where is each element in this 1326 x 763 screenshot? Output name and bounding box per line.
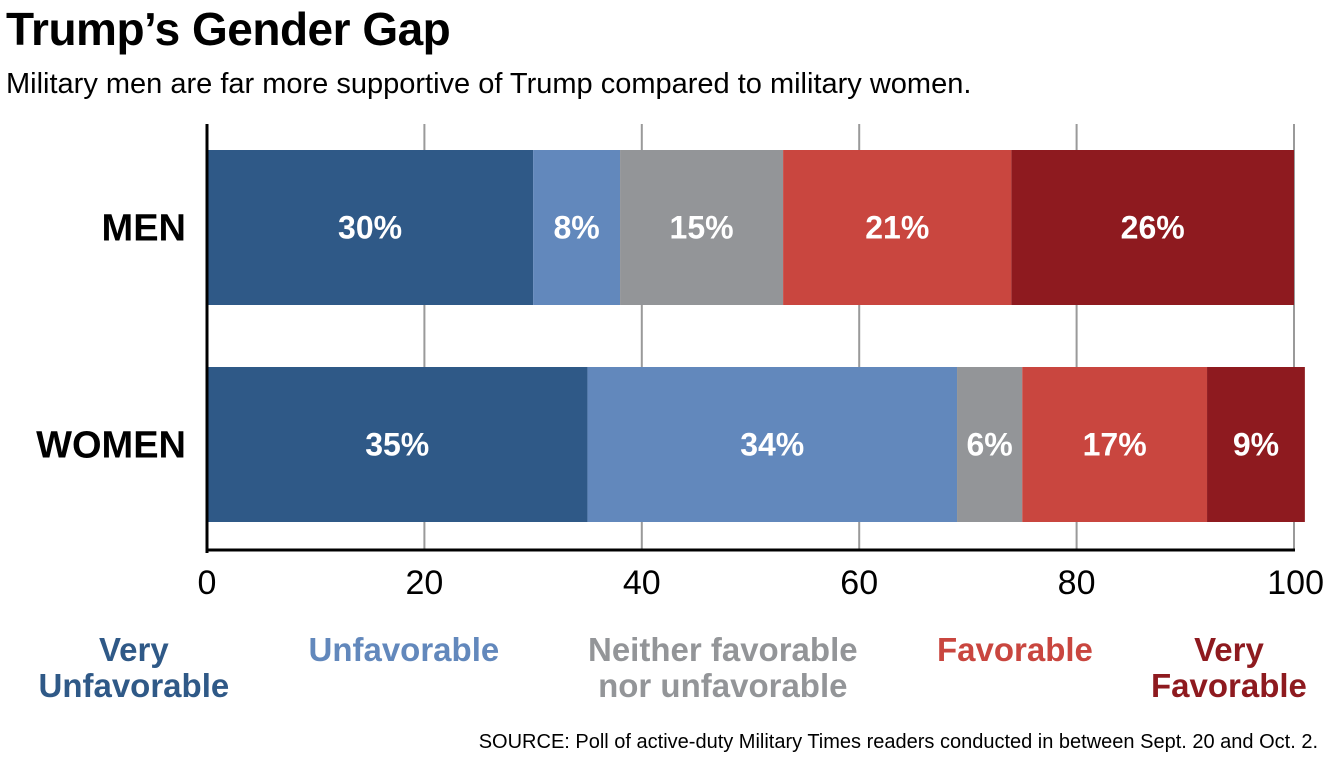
legend-label-line: Neither favorable	[588, 631, 858, 668]
x-tick-label-60: 60	[840, 564, 878, 602]
labels: 30% 8% 15% 21% 26% MEN 35% 34% 6% 17% 9% WOMEN 0 20 40…	[36, 208, 1324, 603]
source-note: SOURCE: Poll of active-duty Military Tim…	[478, 731, 1318, 753]
legend-label-line: Favorable	[937, 631, 1093, 668]
x-tick-label-40: 40	[623, 564, 661, 602]
legend-item-very-unfavorable: Very Unfavorable	[39, 632, 230, 704]
data-label-women-very-favorable: 9%	[1233, 427, 1279, 463]
data-label-men-unfavorable: 8%	[553, 210, 599, 246]
x-tick-label-100: 100	[1267, 564, 1324, 602]
data-label-women-neither: 6%	[967, 427, 1013, 463]
bar-men-very-unfavorable	[207, 150, 534, 305]
chart-title: Trump’s Gender Gap	[6, 3, 451, 55]
data-label-men-favorable: 21%	[865, 210, 929, 246]
category-label-women: WOMEN	[36, 425, 186, 467]
legend-item-favorable: Favorable	[937, 632, 1093, 668]
bar-women-very-unfavorable	[207, 367, 588, 522]
data-label-women-very-unfavorable: 35%	[365, 427, 429, 463]
legend-item-very-favorable: Very Favorable	[1151, 632, 1307, 704]
stacked-bar-chart: 30% 8% 15% 21% 26% MEN 35% 34% 6% 17% 9% WOMEN 0 20 40…	[36, 124, 1324, 603]
legend-item-unfavorable: Unfavorable	[309, 632, 500, 668]
category-label-men: MEN	[102, 208, 186, 250]
x-tick-label-80: 80	[1058, 564, 1096, 602]
data-label-women-favorable: 17%	[1083, 427, 1147, 463]
bar-men-neither	[620, 150, 784, 305]
x-tick-label-0: 0	[198, 564, 217, 602]
legend-label-line: Very	[1194, 631, 1264, 668]
data-label-men-very-favorable: 26%	[1121, 210, 1185, 246]
data-label-men-very-unfavorable: 30%	[338, 210, 402, 246]
x-tick-label-20: 20	[405, 564, 443, 602]
axes	[205, 124, 1295, 553]
bar-women-favorable	[1022, 367, 1208, 522]
legend-label-line: Favorable	[1151, 667, 1307, 704]
legend-label-line: Unfavorable	[308, 631, 500, 668]
legend-item-neither: Neither favorable nor unfavorable	[588, 632, 858, 704]
data-label-women-unfavorable: 34%	[740, 427, 804, 463]
bar-men-unfavorable	[533, 150, 621, 305]
bar-men-very-favorable	[1011, 150, 1294, 305]
legend-label-line: Unfavorable	[38, 667, 230, 704]
legend-label-line: nor unfavorable	[598, 667, 848, 704]
legend-label-line: Very	[98, 631, 169, 668]
bars	[207, 150, 1305, 522]
chart-subtitle: Military men are far more supportive of …	[6, 68, 972, 100]
bar-women-unfavorable	[587, 367, 958, 522]
bar-men-favorable	[783, 150, 1012, 305]
data-label-men-neither: 15%	[670, 210, 734, 246]
bar-women-neither	[957, 367, 1023, 522]
bar-women-very-favorable	[1207, 367, 1305, 522]
